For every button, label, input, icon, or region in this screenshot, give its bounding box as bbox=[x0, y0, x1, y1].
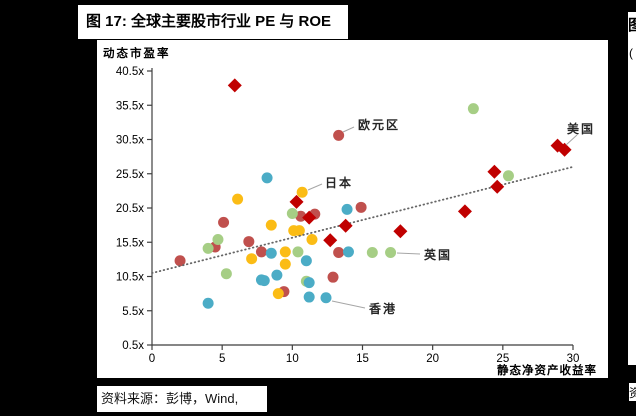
data-point[interactable] bbox=[341, 203, 353, 215]
data-point[interactable] bbox=[355, 201, 367, 213]
data-point[interactable] bbox=[227, 78, 242, 93]
x-tick-label: 5 bbox=[219, 353, 225, 365]
annotation-leader-line bbox=[307, 183, 323, 191]
pe-roe-scatter-chart: 动态市盈率静态净资产收益率40.5x35.5x30.5x25.5x20.5x15… bbox=[103, 46, 597, 377]
source-box: 资料来源：彭博，Wind, bbox=[97, 386, 267, 412]
y-tick-label: 35.5x bbox=[116, 100, 144, 112]
data-point[interactable] bbox=[232, 193, 244, 205]
data-point[interactable] bbox=[295, 210, 307, 222]
y-tick-label: 10.5x bbox=[116, 272, 144, 284]
data-point[interactable] bbox=[393, 224, 408, 239]
y-tick-label: 0.5x bbox=[122, 340, 144, 352]
series-欧元区 bbox=[174, 129, 367, 298]
data-point[interactable] bbox=[557, 142, 572, 157]
data-point[interactable] bbox=[302, 210, 317, 225]
data-point[interactable] bbox=[255, 246, 267, 258]
data-point[interactable] bbox=[286, 207, 298, 219]
data-point[interactable] bbox=[243, 236, 255, 248]
x-tick-label: 25 bbox=[496, 353, 509, 365]
data-point[interactable] bbox=[292, 246, 304, 258]
x-tick-label: 20 bbox=[426, 353, 439, 365]
data-point[interactable] bbox=[261, 172, 273, 184]
figure-title-box: 图 17: 全球主要股市行业 PE 与 ROE bbox=[78, 5, 348, 39]
annotation-label-欧元区: 欧元区 bbox=[358, 117, 400, 132]
series-英国 bbox=[202, 103, 514, 287]
data-point[interactable] bbox=[218, 216, 230, 228]
data-point[interactable] bbox=[212, 234, 224, 246]
y-tick-label: 5.5x bbox=[122, 306, 144, 318]
data-point[interactable] bbox=[320, 292, 332, 304]
series-日本 bbox=[232, 186, 318, 300]
adjacent-figure-title-fragment: 图 bbox=[628, 17, 636, 34]
data-point[interactable] bbox=[289, 194, 304, 209]
annotation-leader-line bbox=[331, 300, 366, 309]
data-point[interactable] bbox=[174, 255, 186, 267]
y-tick-label: 15.5x bbox=[116, 237, 144, 249]
y-tick-label: 30.5x bbox=[116, 135, 144, 147]
adjacent-source-fragment: 资 bbox=[629, 386, 636, 400]
y-axis-title: 动态市盈率 bbox=[103, 46, 171, 60]
y-tick-label: 25.5x bbox=[116, 169, 144, 181]
data-point[interactable] bbox=[457, 204, 472, 219]
data-point[interactable] bbox=[550, 138, 565, 153]
annotation-label-英国: 英国 bbox=[424, 247, 452, 262]
figure-title: 图 17: 全球主要股市行业 PE 与 ROE bbox=[86, 13, 332, 30]
x-tick-label: 30 bbox=[567, 353, 580, 365]
adjacent-column-edge: 图 ( bbox=[628, 12, 636, 365]
x-tick-label: 10 bbox=[286, 353, 299, 365]
data-point[interactable] bbox=[202, 297, 214, 309]
data-point[interactable] bbox=[342, 246, 354, 258]
data-point[interactable] bbox=[296, 186, 308, 198]
adjacent-axis-label-fragment: ( bbox=[629, 46, 633, 60]
data-point[interactable] bbox=[265, 219, 277, 231]
data-point[interactable] bbox=[202, 242, 214, 254]
data-point[interactable] bbox=[327, 271, 339, 283]
adjacent-source-edge: 资 bbox=[629, 383, 636, 401]
source-text: 资料来源：彭博，Wind, bbox=[101, 391, 239, 406]
annotation-leader-line bbox=[565, 134, 578, 146]
annotation-label-美国: 美国 bbox=[567, 121, 595, 136]
data-point[interactable] bbox=[258, 275, 270, 287]
data-point[interactable] bbox=[279, 258, 291, 270]
annotation-leader-line bbox=[342, 126, 355, 133]
data-point[interactable] bbox=[323, 233, 338, 248]
x-tick-label: 15 bbox=[356, 353, 369, 365]
x-axis-title: 静态净资产收益率 bbox=[497, 363, 597, 377]
data-point[interactable] bbox=[490, 179, 505, 194]
y-tick-label: 20.5x bbox=[116, 203, 144, 215]
chart-panel: 动态市盈率 静态净资产收益率 40.5x 35.5x 30.5x 25.5x 20.5x 15… bbox=[97, 40, 608, 378]
trend-line bbox=[151, 166, 574, 274]
series-香港 bbox=[202, 172, 354, 309]
data-point[interactable] bbox=[333, 129, 345, 141]
data-point[interactable] bbox=[265, 247, 277, 259]
data-point[interactable] bbox=[303, 277, 315, 289]
annotation-label-日本: 日本 bbox=[325, 175, 353, 190]
tick-labels: 40.5x 35.5x 30.5x 25.5x 20.5x 15.5x 10.5x 5.5x 0… bbox=[116, 66, 580, 365]
data-point[interactable] bbox=[246, 253, 258, 265]
data-point[interactable] bbox=[385, 247, 397, 259]
data-point[interactable] bbox=[272, 288, 284, 300]
data-point[interactable] bbox=[271, 269, 283, 281]
data-point[interactable] bbox=[300, 255, 312, 267]
data-point[interactable] bbox=[487, 164, 502, 179]
annotation-label-香港: 香港 bbox=[368, 301, 397, 316]
x-tick-label: 0 bbox=[149, 353, 155, 365]
data-point[interactable] bbox=[220, 268, 232, 280]
data-point[interactable] bbox=[467, 103, 479, 115]
data-point[interactable] bbox=[293, 225, 305, 237]
y-tick-label: 40.5x bbox=[116, 66, 144, 78]
data-point[interactable] bbox=[366, 247, 378, 259]
axes bbox=[147, 68, 574, 350]
data-point[interactable] bbox=[338, 218, 353, 233]
data-point[interactable] bbox=[306, 234, 318, 246]
data-point[interactable] bbox=[333, 247, 345, 259]
data-point[interactable] bbox=[303, 291, 315, 303]
data-point[interactable] bbox=[502, 170, 514, 182]
annotation-leader-line bbox=[396, 252, 421, 255]
series-美国 bbox=[227, 78, 572, 248]
data-point[interactable] bbox=[279, 246, 291, 258]
